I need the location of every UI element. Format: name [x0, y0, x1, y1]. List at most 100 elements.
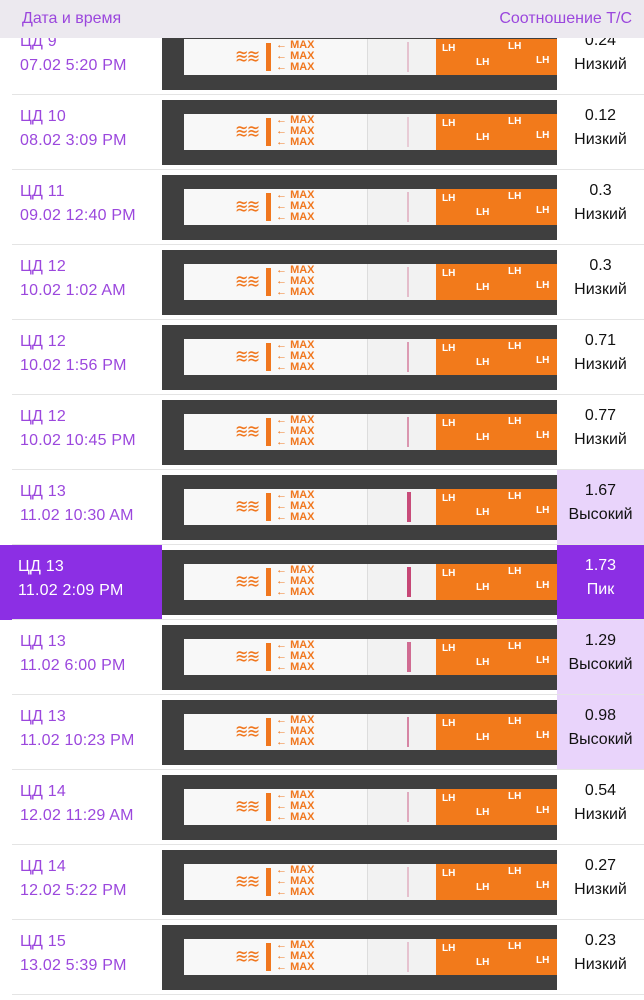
test-strip-photo[interactable]: ≋≋← MAX← MAX← MAXLHLHLHLHLHLH — [162, 400, 557, 465]
max-labels: ← MAX ← MAX ← MAX — [276, 639, 315, 673]
cycle-day-label: ЦД 13 — [20, 483, 66, 500]
date-cell[interactable]: ЦД 14 12.02 11:29 AM — [0, 770, 162, 845]
test-strip-photo[interactable]: ≋≋← MAX← MAX← MAXLHLHLHLHLHLH — [162, 550, 557, 615]
datetime-label: 11.02 10:23 PM — [20, 732, 135, 749]
ratio-value: 0.98 — [584, 707, 617, 724]
table-row[interactable]: ЦД 13 11.02 2:09 PM ≋≋ ← MAX ← MAX ← MAX LH LH L… — [0, 545, 644, 620]
date-cell[interactable]: ЦД 15 13.02 5:39 PM — [0, 920, 162, 995]
max-label: MAX — [290, 125, 315, 137]
lh-mark: LH — [508, 941, 522, 952]
lh-mark: LH — [536, 55, 550, 66]
wave-lines-icon: ≋≋ — [234, 794, 260, 818]
table-row[interactable]: ЦД 14 12.02 5:22 PM ≋≋ ← MAX ← MAX ← MAX LH LH L… — [0, 845, 644, 920]
max-label: MAX — [290, 425, 315, 437]
strip-handle: LHLHLHLHLHLH — [436, 714, 557, 750]
wave-lines-icon: ≋≋ — [234, 569, 260, 593]
lh-mark: LH — [536, 205, 550, 216]
date-cell[interactable]: ЦД 13 11.02 2:09 PM — [0, 545, 162, 620]
table-row[interactable]: ЦД 12 10.02 10:45 PM ≋≋ ← MAX ← MAX ← MAX LH LH… — [0, 395, 644, 470]
date-column-title[interactable]: Дата и время — [22, 10, 122, 27]
ratio-column-title[interactable]: Соотношение Т/С — [499, 10, 632, 27]
table-row[interactable]: ЦД 15 13.02 5:39 PM ≋≋ ← MAX ← MAX ← MAX LH LH L… — [0, 920, 644, 995]
strip-marker-bar — [266, 793, 271, 821]
date-cell[interactable]: ЦД 12 10.02 1:56 PM — [0, 320, 162, 395]
max-labels: ← MAX ← MAX ← MAX — [276, 789, 315, 823]
cycle-day-label: ЦД 12 — [20, 408, 66, 425]
date-cell[interactable]: ЦД 12 10.02 10:45 PM — [0, 395, 162, 470]
strip-marker-bar — [266, 868, 271, 896]
max-label: MAX — [290, 725, 315, 737]
ratio-cell: 0.98 Высокий — [557, 695, 644, 770]
date-cell[interactable]: ЦД 14 12.02 5:22 PM — [0, 845, 162, 920]
table-row[interactable]: ЦД 13 11.02 6:00 PM ≋≋ ← MAX ← MAX ← MAX LH LH L… — [0, 620, 644, 695]
max-label: MAX — [290, 414, 315, 426]
max-label: MAX — [290, 800, 315, 812]
test-strip-photo[interactable]: ≋≋← MAX← MAX← MAXLHLHLHLHLHLH — [162, 475, 557, 540]
cycle-day-label: ЦД 14 — [20, 858, 66, 875]
lh-mark: LH — [442, 493, 456, 504]
test-line — [407, 267, 409, 297]
max-label: MAX — [290, 736, 315, 748]
lh-mark: LH — [476, 57, 490, 68]
cycle-day-label: ЦД 14 — [20, 783, 66, 800]
lh-mark: LH — [476, 957, 490, 968]
test-strip-photo[interactable]: ≋≋← MAX← MAX← MAXLHLHLHLHLHLH — [162, 700, 557, 765]
datetime-label: 10.02 1:56 PM — [20, 357, 127, 374]
lh-mark: LH — [508, 566, 522, 577]
test-line — [407, 192, 409, 222]
wave-lines-icon: ≋≋ — [234, 719, 260, 743]
max-label: MAX — [290, 886, 315, 898]
test-strip-photo[interactable]: ≋≋← MAX← MAX← MAXLHLHLHLHLHLH — [162, 625, 557, 690]
wave-lines-icon: ≋≋ — [234, 869, 260, 893]
max-label: MAX — [290, 136, 315, 148]
max-label: MAX — [290, 114, 315, 126]
date-cell[interactable]: ЦД 13 11.02 6:00 PM — [0, 620, 162, 695]
row-divider — [12, 469, 644, 470]
max-label: MAX — [290, 639, 315, 651]
datetime-label: 12.02 11:29 AM — [20, 807, 134, 824]
test-strip-photo[interactable]: ≋≋← MAX← MAX← MAXLHLHLHLHLHLH — [162, 175, 557, 240]
strip-marker-bar — [266, 718, 271, 746]
table-row[interactable]: ЦД 11 09.02 12:40 PM ≋≋ ← MAX ← MAX ← MAX LH LH… — [0, 170, 644, 245]
strip-marker-bar — [266, 643, 271, 671]
test-strip: ≋≋← MAX← MAX← MAXLHLHLHLHLHLH — [184, 489, 557, 525]
lh-mark: LH — [508, 341, 522, 352]
test-strip-photo[interactable]: ≋≋← MAX← MAX← MAXLHLHLHLHLHLH — [162, 925, 557, 990]
row-divider — [12, 994, 644, 995]
max-label: MAX — [290, 950, 315, 962]
test-line — [407, 642, 411, 672]
table-row[interactable]: ЦД 14 12.02 11:29 AM ≋≋ ← MAX ← MAX ← MAX LH LH… — [0, 770, 644, 845]
max-label: MAX — [290, 339, 315, 351]
test-strip: ≋≋← MAX← MAX← MAXLHLHLHLHLHLH — [184, 864, 557, 900]
ratio-cell: 1.73 Пик — [557, 545, 644, 620]
date-cell[interactable]: ЦД 13 11.02 10:30 AM — [0, 470, 162, 545]
table-row[interactable]: ЦД 12 10.02 1:02 AM ≋≋ ← MAX ← MAX ← MAX LH LH L… — [0, 245, 644, 320]
test-strip-photo[interactable]: ≋≋← MAX← MAX← MAXLHLHLHLHLHLH — [162, 250, 557, 315]
test-strip: ≋≋← MAX← MAX← MAXLHLHLHLHLHLH — [184, 939, 557, 975]
table-row[interactable]: ЦД 10 08.02 3:09 PM ≋≋ ← MAX ← MAX ← MAX LH LH L… — [0, 95, 644, 170]
lh-mark: LH — [442, 568, 456, 579]
cycle-day-label: ЦД 12 — [20, 258, 66, 275]
table-row[interactable]: ЦД 12 10.02 1:56 PM ≋≋ ← MAX ← MAX ← MAX LH LH L… — [0, 320, 644, 395]
lh-mark: LH — [536, 505, 550, 516]
test-strip-photo[interactable]: ≋≋← MAX← MAX← MAXLHLHLHLHLHLH — [162, 850, 557, 915]
column-header: Дата и время Соотношение Т/С — [0, 0, 644, 38]
table-row[interactable]: ЦД 13 11.02 10:23 PM ≋≋ ← MAX ← MAX ← MAX LH LH… — [0, 695, 644, 770]
date-cell[interactable]: ЦД 13 11.02 10:23 PM — [0, 695, 162, 770]
max-labels: ← MAX ← MAX ← MAX — [276, 939, 315, 973]
date-cell[interactable]: ЦД 12 10.02 1:02 AM — [0, 245, 162, 320]
lh-mark: LH — [476, 207, 490, 218]
test-line — [407, 867, 409, 897]
cycle-day-label: ЦД 13 — [18, 558, 64, 575]
max-labels: ← MAX ← MAX ← MAX — [276, 39, 315, 73]
test-strip-photo[interactable]: ≋≋← MAX← MAX← MAXLHLHLHLHLHLH — [162, 325, 557, 390]
datetime-label: 10.02 1:02 AM — [20, 282, 126, 299]
test-strip-photo[interactable]: ≋≋← MAX← MAX← MAXLHLHLHLHLHLH — [162, 775, 557, 840]
date-cell[interactable]: ЦД 11 09.02 12:40 PM — [0, 170, 162, 245]
date-cell[interactable]: ЦД 10 08.02 3:09 PM — [0, 95, 162, 170]
row-divider — [12, 244, 644, 245]
table-row[interactable]: ЦД 13 11.02 10:30 AM ≋≋ ← MAX ← MAX ← MAX LH LH… — [0, 470, 644, 545]
test-strip-photo[interactable]: ≋≋← MAX← MAX← MAXLHLHLHLHLHLH — [162, 100, 557, 165]
lh-mark: LH — [508, 266, 522, 277]
